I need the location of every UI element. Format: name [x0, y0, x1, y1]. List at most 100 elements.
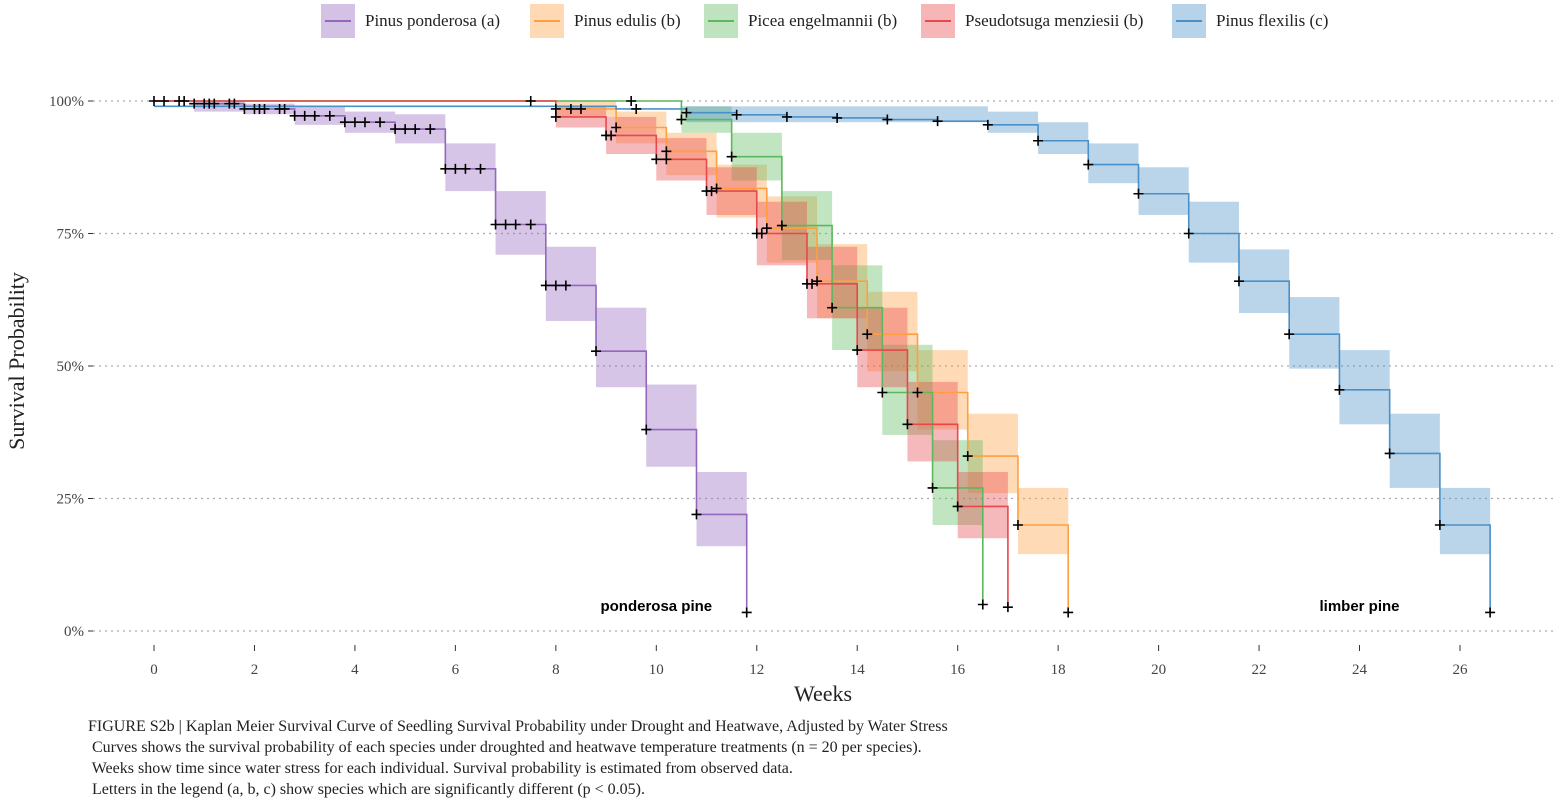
legend-label: Picea engelmannii (b)	[748, 11, 898, 30]
censor-mark-4	[1183, 228, 1194, 239]
ci-band-4	[1088, 143, 1139, 184]
ci-band-1	[766, 196, 818, 263]
censor-mark-0	[460, 163, 471, 174]
censor-mark-0	[299, 110, 310, 121]
censor-mark-4	[1233, 276, 1244, 287]
censor-mark-0	[641, 424, 652, 435]
legend-label: Pinus edulis (b)	[574, 11, 681, 30]
censor-mark-4	[631, 103, 642, 114]
censor-mark-0	[349, 117, 360, 128]
y-tick-label: 0%	[64, 624, 84, 640]
censor-mark-3	[550, 111, 561, 122]
censor-mark-2	[676, 114, 687, 125]
legend-item-pinus-flexilis[interactable]: Pinus flexilis (c)	[1172, 4, 1328, 38]
annotations: ponderosa pine limber pine	[600, 598, 1399, 615]
censor-mark-0	[540, 280, 551, 291]
censor-mark-4	[982, 119, 993, 130]
ci-band-4	[1038, 122, 1089, 154]
censor-mark-1	[565, 103, 576, 114]
censor-mark-4	[781, 111, 792, 122]
censor-mark-0	[440, 163, 451, 174]
legend-label: Pinus flexilis (c)	[1216, 11, 1329, 30]
censor-mark-3	[952, 501, 963, 512]
censor-mark-0	[209, 98, 220, 109]
censor-mark-1	[962, 451, 973, 462]
censor-mark-0	[375, 117, 386, 128]
censor-mark-4	[1083, 159, 1094, 170]
censor-mark-0	[490, 219, 501, 230]
x-tick-label: 16	[950, 662, 966, 678]
legend-label: Pinus ponderosa (a)	[365, 11, 501, 30]
censor-mark-3	[852, 345, 863, 356]
ci-band-4	[1188, 201, 1239, 263]
censor-mark-4	[882, 114, 893, 125]
x-tick-label: 18	[1051, 662, 1066, 678]
x-tick-label: 0	[150, 662, 158, 678]
censor-mark-0	[500, 219, 511, 230]
ci-band-1	[1017, 487, 1069, 555]
ci-band-1	[666, 132, 717, 176]
ci-band-4	[1439, 487, 1491, 555]
censor-mark-2	[726, 151, 737, 162]
censor-mark-0	[560, 280, 571, 291]
ci-band-0	[445, 143, 496, 192]
censor-mark-2	[827, 302, 838, 313]
censor-mark-0	[425, 124, 436, 135]
annotation-label: limber pine	[1320, 598, 1400, 615]
x-tick-label: 22	[1252, 662, 1267, 678]
figure-caption: FIGURE S2b | Kaplan Meier Survival Curve…	[88, 716, 948, 800]
censor-mark-3	[1002, 602, 1013, 613]
legend-item-picea-engelmannii[interactable]: Picea engelmannii (b)	[704, 4, 897, 38]
censor-mark-4	[832, 112, 843, 123]
caption-line: Curves shows the survival probability of…	[88, 739, 922, 756]
censor-mark-0	[510, 219, 521, 230]
x-tick-label: 6	[452, 662, 460, 678]
censor-mark-3	[756, 228, 767, 239]
ci-band-0	[696, 472, 747, 547]
censor-mark-2	[927, 482, 938, 493]
censor-mark-4	[1334, 384, 1345, 395]
ci-band-0	[596, 307, 647, 388]
y-axis-title: Survival Probability	[4, 272, 29, 450]
censor-mark-1	[1063, 607, 1074, 618]
caption-line: FIGURE S2b | Kaplan Meier Survival Curve…	[88, 718, 948, 735]
legend-item-pinus-ponderosa[interactable]: Pinus ponderosa (a)	[321, 4, 500, 38]
legend-item-pseudotsuga-menziesii[interactable]: Pseudotsuga menziesii (b)	[921, 4, 1143, 38]
x-tick-label: 20	[1151, 662, 1166, 678]
x-tick-label: 24	[1352, 662, 1368, 678]
gridlines	[93, 100, 1555, 632]
legend-item-pinus-edulis[interactable]: Pinus edulis (b)	[530, 4, 681, 38]
censor-mark-1	[812, 276, 823, 287]
censor-mark-4	[1133, 188, 1144, 199]
censor-mark-4	[1434, 520, 1445, 530]
censor-mark-1	[862, 329, 873, 340]
censor-mark-3	[807, 278, 818, 289]
survival-chart: 0%25%50%75%100%0 2 4 6 8 10 12 14 16 18 20 22 24 26We…	[4, 94, 1555, 706]
x-tick-label: 2	[251, 662, 259, 678]
chart-legend: Pinus ponderosa (a) Pinus edulis (b) Pic…	[0, 0, 1563, 44]
ci-band-1	[917, 350, 968, 430]
annotation-label: ponderosa pine	[600, 598, 712, 615]
legend-key-swatch	[1172, 4, 1206, 38]
legend-key-swatch	[321, 4, 355, 38]
x-axis-title: Weeks	[794, 681, 852, 706]
censor-mark-1	[575, 103, 586, 114]
censor-mark-0	[179, 96, 190, 106]
censor-mark-4	[681, 107, 692, 118]
legend-key-swatch	[704, 4, 738, 38]
censor-mark-0	[149, 96, 159, 106]
censor-mark-0	[525, 219, 536, 230]
censor-mark-0	[279, 103, 290, 114]
censor-marks	[149, 96, 1496, 618]
censor-mark-0	[359, 117, 370, 128]
x-tick-label: 26	[1452, 662, 1468, 678]
y-tick-label: 100%	[49, 94, 84, 110]
x-tick-label: 12	[749, 662, 764, 678]
censor-mark-0	[189, 98, 200, 109]
ci-band-4	[987, 111, 1039, 133]
ci-band-1	[867, 291, 918, 372]
ci-band-0	[646, 384, 697, 467]
censor-mark-0	[239, 103, 250, 114]
censor-mark-3	[661, 154, 672, 165]
axes: 0%25%50%75%100%0 2 4 6 8 10 12 14 16 18 20 22 24 26We…	[4, 94, 1468, 706]
